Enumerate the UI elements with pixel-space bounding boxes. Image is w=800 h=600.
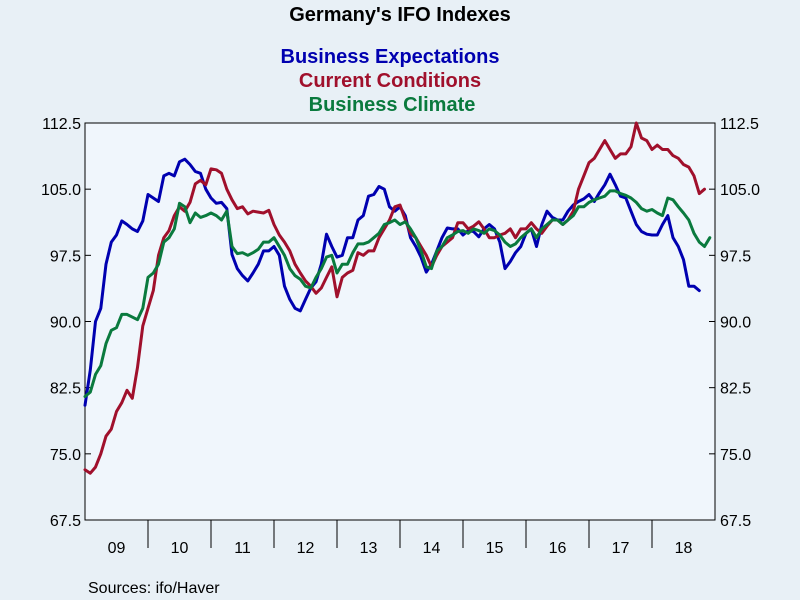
series-line-business-expectations <box>83 157 701 407</box>
y-tick-label-right: 97.5 <box>720 248 751 265</box>
x-tick-label: 14 <box>423 540 441 557</box>
legend-business-expectations: Business Expectations <box>281 46 500 68</box>
y-tick-label-right: 105.0 <box>720 182 760 199</box>
x-tick-label: 12 <box>297 540 315 557</box>
y-tick-label-right: 90.0 <box>720 315 751 332</box>
x-tick-label: 13 <box>360 540 378 557</box>
x-tick-label: 10 <box>171 540 189 557</box>
y-tick-label-left: 75.0 <box>50 447 81 464</box>
x-tick-label: 11 <box>234 540 251 557</box>
series-line-business-climate <box>83 189 712 398</box>
x-tick-label: 15 <box>486 540 504 557</box>
source-note: Sources: ifo/Haver <box>88 580 220 597</box>
y-tick-label-right: 67.5 <box>720 513 751 530</box>
x-tick-label: 16 <box>549 540 567 557</box>
x-tick-label: 09 <box>108 540 126 557</box>
y-tick-label-left: 82.5 <box>50 381 81 398</box>
y-tick-label-left: 67.5 <box>50 513 81 530</box>
series-lines <box>83 121 712 475</box>
y-tick-label-right: 75.0 <box>720 447 751 464</box>
y-tick-label-right: 112.5 <box>720 116 759 133</box>
chart-title: Germany's IFO Indexes <box>289 4 511 26</box>
legend-business-climate: Business Climate <box>309 94 476 116</box>
axes: 112.5 112.5 105.0 105.0 97.5 97.5 90.0 90.0 82.5… <box>41 116 760 557</box>
plot-area <box>84 122 716 521</box>
y-tick-label-left: 90.0 <box>50 315 81 332</box>
series-line-current-conditions <box>83 121 706 475</box>
y-tick-label-left: 97.5 <box>50 248 81 265</box>
y-tick-label-right: 82.5 <box>720 381 751 398</box>
y-tick-label-left: 105.0 <box>41 182 81 199</box>
x-tick-label: 17 <box>612 540 630 557</box>
y-tick-label-left: 112.5 <box>42 116 81 133</box>
legend-current-conditions: Current Conditions <box>299 70 481 92</box>
x-tick-label: 18 <box>675 540 693 557</box>
